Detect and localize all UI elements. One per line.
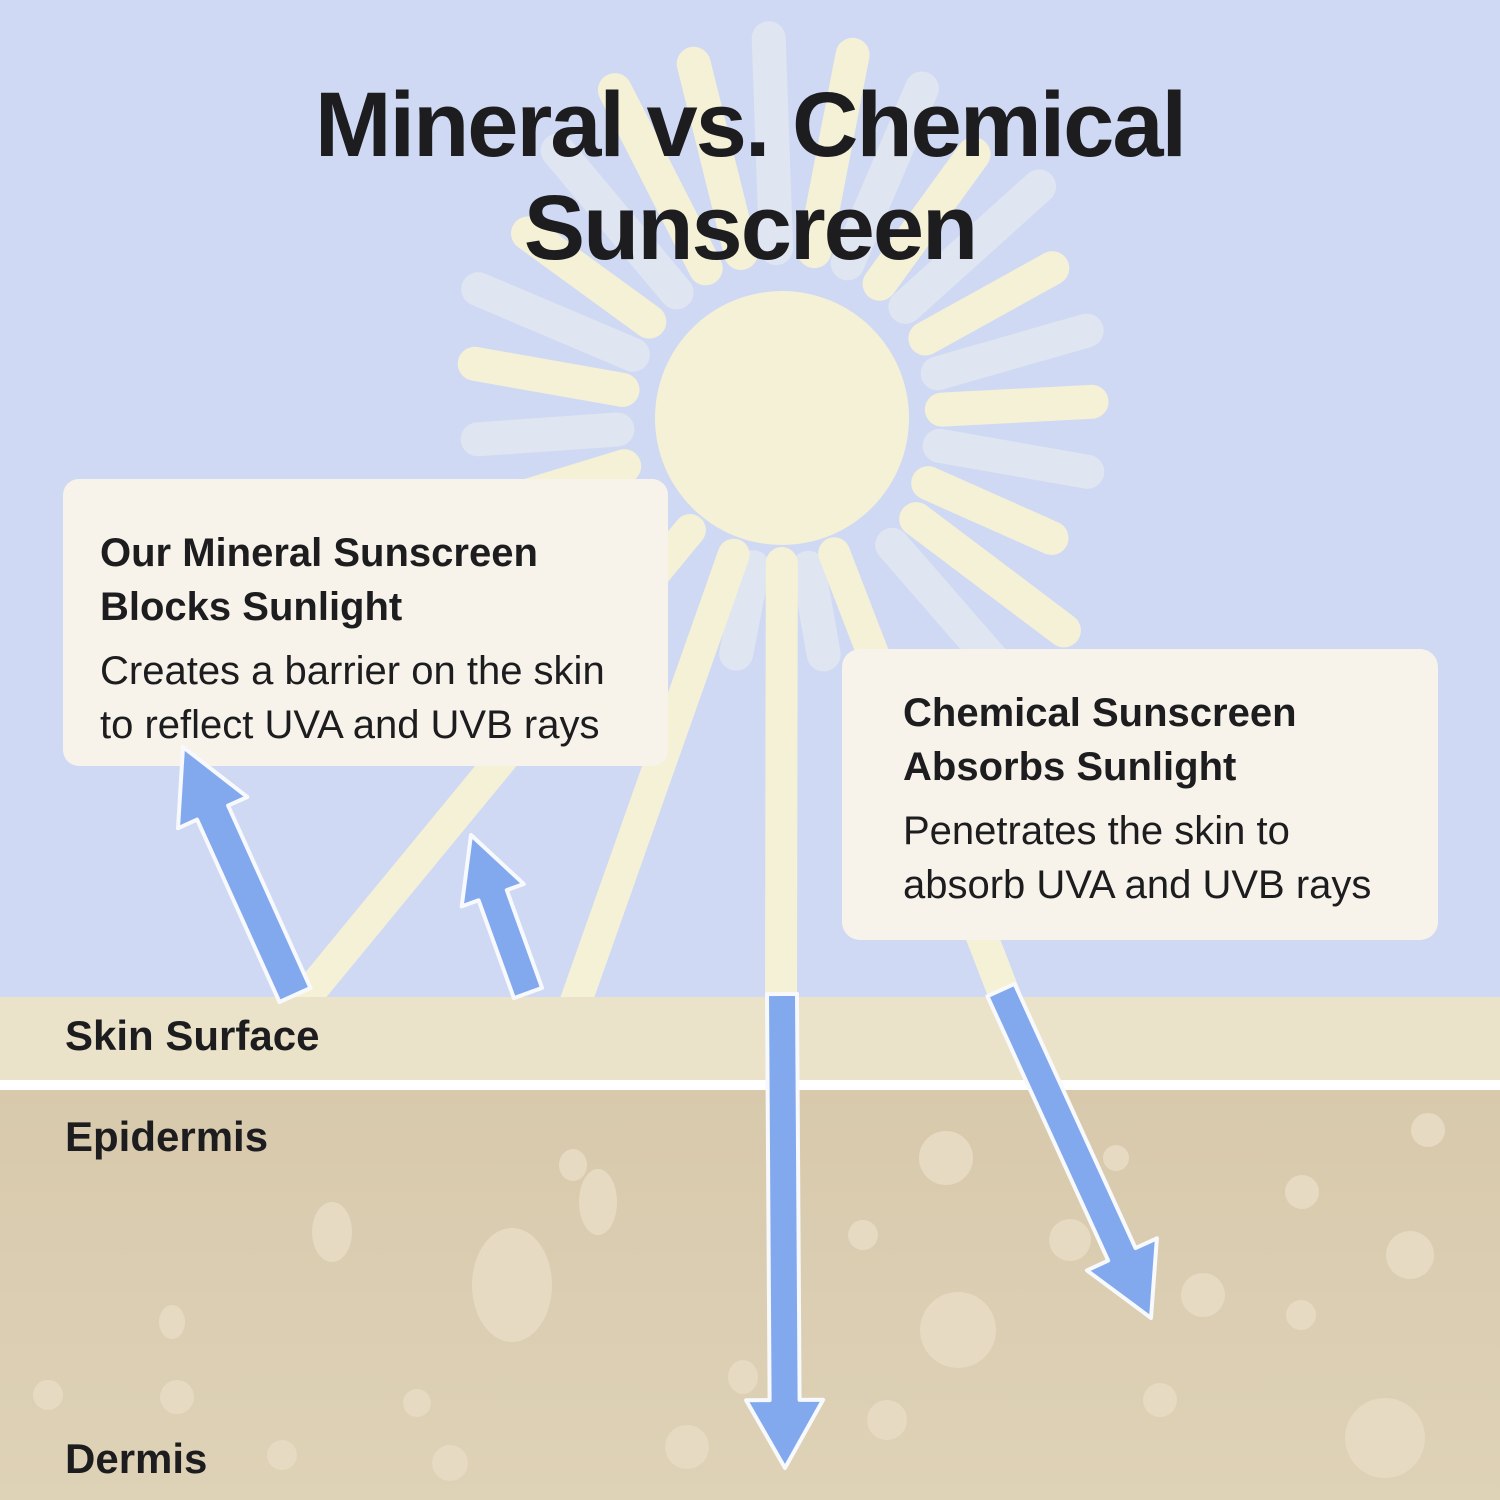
sun-rays: [457, 21, 1109, 713]
sun-ray: [888, 169, 1057, 324]
skin-particle: [160, 1380, 194, 1414]
sun-ray: [461, 272, 650, 372]
skin-particle: [1285, 1175, 1319, 1209]
skin-particle: [267, 1440, 297, 1470]
sun-ray: [751, 21, 794, 266]
sun-ray: [797, 37, 870, 269]
skin-particle: [559, 1149, 587, 1181]
skin-particle: [472, 1228, 552, 1342]
skin-particles: [33, 1113, 1445, 1481]
sun-icon: [655, 291, 909, 545]
skin-divider-line: [0, 1080, 1500, 1090]
sun-ray: [862, 137, 991, 301]
uv-arrow: [985, 981, 1159, 1320]
skin-particle: [403, 1389, 431, 1417]
skin-particle: [1386, 1231, 1434, 1279]
epidermis-dermis-band: [0, 1090, 1500, 1500]
sun-ray: [791, 550, 841, 672]
skin-particle: [33, 1380, 63, 1410]
skin-particle: [1345, 1398, 1425, 1478]
skin-particle: [867, 1400, 907, 1440]
skin-particle: [1411, 1113, 1445, 1147]
sun-ray: [719, 550, 770, 671]
skin-particle: [920, 1292, 996, 1368]
chemical-callout-box: [842, 649, 1438, 940]
sun-ray: [460, 412, 635, 457]
uv-arrow: [176, 745, 313, 1004]
skin-particle: [159, 1305, 185, 1339]
sun-ray: [908, 251, 1070, 356]
sun-ray: [540, 133, 694, 310]
skin-particle: [1181, 1273, 1225, 1317]
skin-particle: [432, 1445, 468, 1481]
sun-ray: [457, 346, 640, 407]
skin-particle: [1103, 1145, 1129, 1171]
sun-ray: [924, 384, 1109, 427]
skin-particle: [1286, 1300, 1316, 1330]
skin-particle: [848, 1220, 878, 1250]
skin-particle: [312, 1202, 352, 1262]
sun-ray: [920, 313, 1104, 391]
sun-ray: [597, 73, 723, 286]
skin-surface-band: [0, 997, 1500, 1080]
skin-particle: [919, 1131, 973, 1185]
skin-particle: [1143, 1383, 1177, 1417]
uv-arrow: [459, 833, 545, 1001]
mineral-callout-box: [63, 479, 668, 766]
sun-ray: [511, 216, 667, 339]
sun-ray: [899, 502, 1081, 648]
uv-ray-arrows: [176, 745, 1159, 1470]
skin-particle: [1049, 1219, 1091, 1261]
sun-ray: [911, 466, 1069, 555]
sunlight-beam: [559, 538, 750, 1020]
skin-particle: [665, 1425, 709, 1469]
uv-arrow: [744, 991, 826, 1470]
sun-ray: [676, 46, 758, 270]
sun-ray: [830, 71, 939, 281]
sun-ray: [922, 428, 1105, 489]
skin-particle: [728, 1360, 758, 1394]
sunlight-beam: [765, 547, 798, 1020]
skin-particle: [579, 1169, 617, 1235]
